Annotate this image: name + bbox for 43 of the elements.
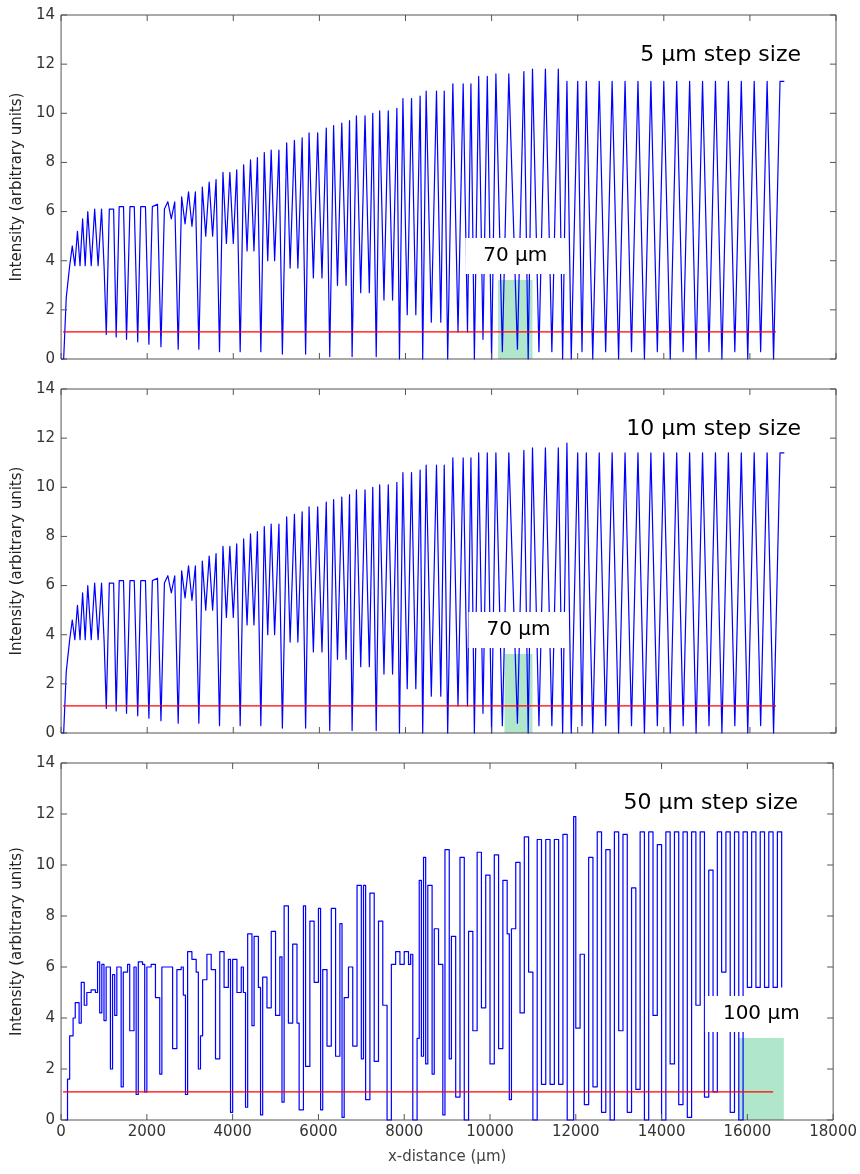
x-tick-label: 14000 [637, 1121, 686, 1140]
band-label: 70 μm [486, 616, 551, 641]
x-tick-label: 18000 [809, 1121, 857, 1140]
y-tick-label: 14 [35, 4, 56, 23]
y-tick-label: 4 [45, 624, 56, 643]
x-tick-label: 4000 [213, 1121, 252, 1140]
y-tick-label: 8 [45, 526, 56, 545]
x-tick-label: 10000 [466, 1121, 514, 1140]
y-axis-title: Intensity (arbitrary units) [6, 92, 25, 282]
y-tick-label: 10 [35, 854, 56, 873]
y-tick-label: 4 [45, 1007, 56, 1026]
x-tick-label: 2000 [127, 1121, 166, 1140]
y-tick-label: 6 [45, 956, 56, 975]
y-tick-label: 14 [35, 378, 56, 397]
y-tick-label: 12 [35, 54, 56, 73]
x-tick-label: 6000 [299, 1121, 338, 1140]
annotation: 10 μm step size [626, 414, 801, 440]
y-tick-label: 12 [35, 428, 56, 447]
y-tick-label: 6 [45, 575, 56, 594]
y-tick-label: 6 [45, 201, 56, 220]
annotation: 5 μm step size [640, 40, 801, 66]
y-tick-label: 0 [45, 348, 56, 367]
x-axis-title: x-distance (μm) [387, 1146, 507, 1165]
x-tick-label: 16000 [723, 1121, 772, 1140]
y-tick-label: 0 [45, 1109, 56, 1128]
y-tick-label: 10 [35, 103, 56, 122]
y-tick-label: 4 [45, 250, 56, 269]
y-axis-title: Intensity (arbitrary units) [6, 466, 25, 656]
y-tick-label: 2 [45, 299, 56, 318]
x-tick-label: 12000 [551, 1121, 600, 1140]
y-tick-label: 12 [35, 803, 56, 822]
y-tick-label: 14 [35, 752, 56, 771]
band-label: 70 μm [483, 242, 548, 267]
y-tick-label: 0 [45, 722, 56, 741]
band-label: 100 μm [722, 1000, 800, 1025]
y-tick-label: 2 [45, 1058, 56, 1077]
y-axis-title: Intensity (arbitrary units) [6, 847, 25, 1036]
x-tick-label: 8000 [385, 1121, 424, 1140]
annotation: 50 μm step size [623, 788, 799, 814]
y-tick-label: 2 [45, 673, 56, 692]
y-tick-label: 8 [45, 905, 56, 924]
y-tick-label: 8 [45, 152, 56, 171]
y-tick-label: 10 [35, 477, 56, 496]
